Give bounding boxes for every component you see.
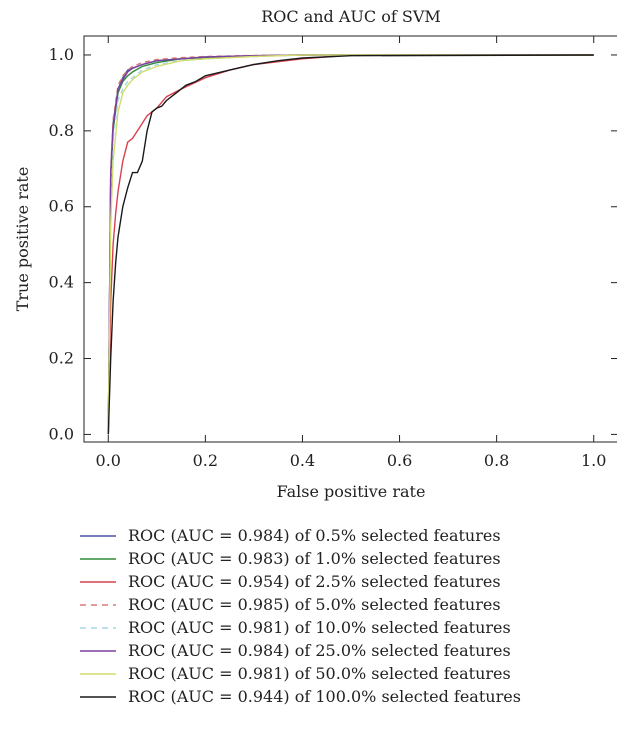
legend-label: ROC (AUC = 0.983) of 1.0% selected featu… — [128, 549, 501, 568]
legend-label: ROC (AUC = 0.985) of 5.0% selected featu… — [128, 595, 501, 614]
legend-item: ROC (AUC = 0.984) of 25.0% selected feat… — [80, 639, 521, 662]
legend-label: ROC (AUC = 0.984) of 0.5% selected featu… — [128, 526, 501, 545]
chart-title: ROC and AUC of SVM — [261, 7, 441, 26]
x-tick-label: 0.6 — [387, 451, 412, 470]
roc-series-line — [107, 54, 594, 435]
roc-chart: ROC and AUC of SVM 0.0 0.2 0.4 0.6 0.8 1.00.0… — [13, 7, 617, 501]
x-tick-label: 0.8 — [484, 451, 509, 470]
roc-series-line — [107, 54, 594, 435]
plot-frame — [83, 35, 617, 443]
roc-series-line — [107, 54, 594, 435]
legend-item: ROC (AUC = 0.983) of 1.0% selected featu… — [80, 547, 521, 570]
legend-label: ROC (AUC = 0.981) of 10.0% selected feat… — [128, 618, 511, 637]
legend-label: ROC (AUC = 0.984) of 25.0% selected feat… — [128, 641, 511, 660]
legend-item: ROC (AUC = 0.981) of 50.0% selected feat… — [80, 662, 521, 685]
legend-swatch — [80, 534, 116, 537]
roc-series-line — [107, 54, 594, 435]
x-tick-label: 0.2 — [193, 451, 218, 470]
legend: ROC (AUC = 0.984) of 0.5% selected featu… — [80, 524, 521, 708]
y-tick-label: 0.0 — [49, 424, 74, 443]
x-tick-label: 1.0 — [581, 451, 606, 470]
legend-label: ROC (AUC = 0.944) of 100.0% selected fea… — [128, 687, 521, 706]
legend-item: ROC (AUC = 0.984) of 0.5% selected featu… — [80, 524, 521, 547]
axis-ticks: 0.0 0.2 0.4 0.6 0.8 1.0 0.0 0.2 0.4 0.6 0.8 1.0 — [49, 36, 617, 470]
legend-swatch — [80, 557, 116, 560]
legend-label: ROC (AUC = 0.981) of 50.0% selected feat… — [128, 664, 511, 683]
legend-swatch — [80, 580, 116, 583]
legend-item: ROC (AUC = 0.985) of 5.0% selected featu… — [80, 593, 521, 616]
roc-series-line — [107, 54, 594, 435]
legend-swatch — [80, 695, 116, 698]
x-tick-label: 0.0 — [96, 451, 121, 470]
plot-lines — [107, 54, 594, 435]
legend-item: ROC (AUC = 0.981) of 10.0% selected feat… — [80, 616, 521, 639]
x-tick-label: 0.4 — [290, 451, 315, 470]
y-tick-label: 0.4 — [49, 273, 74, 292]
legend-swatch — [80, 649, 116, 652]
roc-series-line — [107, 54, 594, 435]
y-tick-label: 0.2 — [49, 349, 74, 368]
y-tick-label: 1.0 — [49, 45, 74, 64]
legend-swatch — [80, 626, 116, 629]
roc-series-line — [107, 54, 594, 435]
legend-swatch — [80, 603, 116, 606]
x-axis-label: False positive rate — [277, 482, 426, 501]
y-axis-label: True positive rate — [13, 167, 32, 312]
legend-label: ROC (AUC = 0.954) of 2.5% selected featu… — [128, 572, 501, 591]
roc-series-line — [107, 54, 594, 435]
legend-item: ROC (AUC = 0.954) of 2.5% selected featu… — [80, 570, 521, 593]
legend-item: ROC (AUC = 0.944) of 100.0% selected fea… — [80, 685, 521, 708]
y-tick-label: 0.8 — [49, 121, 74, 140]
y-tick-label: 0.6 — [49, 197, 74, 216]
legend-swatch — [80, 672, 116, 675]
